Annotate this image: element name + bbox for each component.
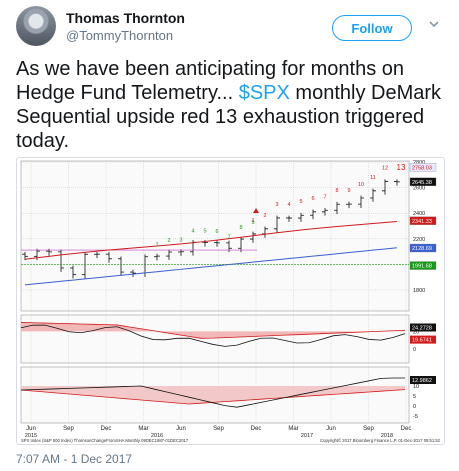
countdown-count-red: 9 — [347, 188, 350, 194]
oscillator-2-tag — [410, 376, 436, 384]
arrow-marker — [253, 208, 259, 213]
price-tag-label: 1991.68 — [412, 264, 432, 270]
price-tag — [409, 216, 437, 225]
moving-average-blue — [24, 247, 398, 286]
price-tick-label: 2400 — [413, 211, 425, 217]
oscillator-1-tick: 20 — [413, 329, 419, 335]
oscillator-1-tag-label: 24.2728 — [412, 326, 432, 332]
chart-footer-left: SPX Index (S&P 500 Index) ThornsonChange… — [21, 438, 189, 443]
x-tick-label: Jun — [26, 426, 36, 432]
setup-count-green: 3 — [179, 238, 182, 244]
oscillator-2-tag-label: 12.9862 — [412, 378, 432, 384]
oscillator-2-tick: -5 — [413, 414, 418, 420]
tweet-text-after: monthly DeMark Sequential upside red 13 … — [16, 82, 442, 152]
x-tick-label: Sep — [63, 426, 74, 432]
oscillator-2-tick: 5 — [413, 394, 416, 400]
countdown-count-red: 12 — [382, 166, 388, 172]
x-tick-label: Jun — [176, 426, 186, 432]
tweet-text: As we have been anticipating for months … — [16, 57, 446, 153]
chart-footer-right: Copyright© 2017 Bloomberg Finance L.P. 0… — [320, 438, 441, 443]
countdown-count-red: 6 — [311, 196, 314, 202]
setup-count-green: 1 — [155, 242, 158, 248]
setup-count-green: 2 — [167, 238, 170, 244]
setup-count-green: 5 — [203, 229, 206, 235]
countdown-count-red: 2 — [263, 213, 266, 219]
moving-average-red — [24, 220, 398, 260]
price-tick-label: 2200 — [413, 237, 425, 243]
price-tag — [409, 243, 437, 253]
x-year-label: 2017 — [301, 433, 313, 439]
oscillator-1-red-line — [20, 322, 406, 339]
x-tick-label: Dec — [101, 426, 112, 432]
setup-count-green: 7 — [227, 234, 230, 240]
x-tick-label: Mar — [138, 426, 148, 432]
setup-count-green: 8 — [239, 225, 242, 231]
oscillator-2-tick: 0 — [413, 404, 416, 410]
price-tag — [409, 163, 437, 172]
countdown-count-red: 1 — [251, 218, 254, 224]
price-tag-label: 2758.03 — [412, 165, 432, 171]
oscillator-2-black-line — [20, 377, 405, 408]
countdown-count-red: 5 — [299, 199, 302, 205]
price-tag-label: 2341.33 — [412, 219, 432, 225]
cashtag-link[interactable]: $SPX — [238, 82, 290, 104]
follow-button[interactable]: Follow — [332, 15, 412, 41]
price-tick-label: 1800 — [413, 288, 425, 294]
tweet-header: Thomas Thornton @TommyThornton Follow — [16, 6, 443, 50]
countdown-count-red: 4 — [287, 202, 290, 208]
countdown-count-red: 3 — [275, 202, 278, 208]
x-tick-label: Jun — [326, 426, 336, 432]
x-year-label: 2016 — [151, 433, 163, 439]
tweet-text-before: As we have been anticipating for months … — [16, 58, 405, 104]
oscillator-1-tag-label: 19.6741 — [412, 338, 432, 344]
countdown-count-red: 10 — [358, 182, 364, 188]
avatar[interactable] — [16, 6, 56, 46]
price-tag — [409, 177, 437, 186]
setup-count-green: 9 — [251, 220, 254, 226]
countdown-count-red: 7 — [323, 194, 326, 200]
tweet-media-chart[interactable]: Jun Sep Dec Mar Jun Sep Dec Mar Jun Sep Dec 2015 201… — [16, 157, 445, 445]
author-handle[interactable]: @TommyThornton — [66, 28, 174, 43]
x-tick-label: Dec — [401, 426, 412, 432]
oscillator-1-tick: 0 — [413, 347, 416, 353]
oscillator-1-tag — [410, 323, 436, 332]
setup-count-green: 4 — [191, 228, 194, 234]
tweet-timestamp[interactable]: 7:07 AM - 1 Dec 2017 — [16, 452, 133, 466]
x-year-label: 2018 — [381, 433, 393, 439]
price-tick-label: 2800 — [413, 160, 425, 166]
oscillator-2-tick: 10 — [413, 384, 419, 390]
oscillator-panel-1 — [20, 314, 410, 364]
author-name[interactable]: Thomas Thornton — [66, 10, 185, 26]
oscillator-1-tag — [410, 335, 436, 344]
price-tag-label: 2128.69 — [412, 246, 432, 252]
price-tick-label: 2600 — [413, 186, 425, 192]
setup-count-green: 6 — [215, 229, 218, 235]
price-panel — [20, 160, 410, 312]
chevron-down-icon[interactable] — [428, 18, 440, 30]
price-tag — [409, 261, 437, 270]
countdown-count-red: 11 — [370, 175, 376, 181]
x-tick-label: Mar — [288, 426, 298, 432]
price-tag-label: 2645.38 — [412, 180, 432, 186]
oscillator-1-black-line — [20, 324, 406, 347]
x-tick-label: Sep — [213, 426, 224, 432]
x-tick-label: Sep — [363, 426, 374, 432]
countdown-count-red: 8 — [335, 188, 338, 194]
x-tick-label: Dec — [251, 426, 262, 432]
oscillator-2-area — [21, 386, 405, 404]
x-year-label: 2015 — [25, 433, 37, 439]
countdown-count-red: 13 — [397, 163, 406, 172]
